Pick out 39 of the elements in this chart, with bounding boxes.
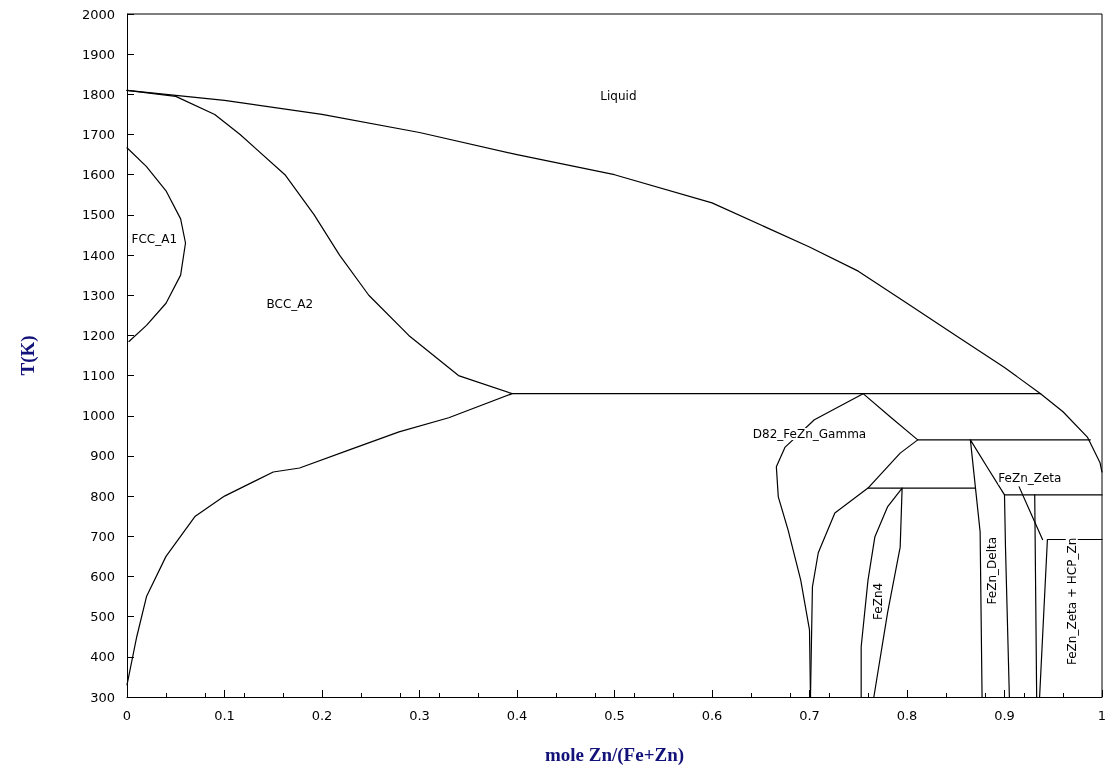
annotation: D82_FeZn_Gamma [752, 427, 867, 442]
y-axis-title: T(K) [17, 335, 39, 376]
x-tick-label: 0.3 [409, 708, 430, 723]
y-tick-label: 1500 [81, 207, 115, 223]
annotation: FeZn_Delta [984, 536, 999, 605]
x-axis-title: mole Zn/(Fe+Zn) [544, 744, 685, 766]
x-tick-label: 0.5 [604, 708, 625, 723]
annotation: FeZn4 [870, 582, 885, 620]
x-tick-label: 0 [122, 708, 132, 723]
annotation: FCC_A1 [131, 232, 178, 247]
x-tick-label: 0.2 [311, 708, 333, 723]
y-tick-label: 400 [90, 649, 115, 665]
y-tick-label: 800 [90, 488, 115, 504]
y-tick-label: 1000 [81, 408, 115, 424]
x-tick-label: 0.8 [896, 708, 918, 723]
annotation: FeZn_Zeta [998, 471, 1062, 486]
y-tick-label: 500 [90, 609, 115, 625]
y-tick-label: 1700 [81, 127, 115, 143]
y-tick-label: 300 [90, 689, 115, 705]
y-tick-label: 1200 [81, 327, 115, 343]
y-tick-label: 900 [90, 448, 115, 464]
x-tick-label: 0.4 [506, 708, 528, 723]
y-tick-label: 1400 [81, 247, 115, 263]
y-tick-label: 700 [90, 528, 115, 544]
annotation: Liquid [600, 88, 637, 103]
annotation: BCC_A2 [266, 297, 314, 312]
x-tick-label: 0.1 [214, 708, 235, 723]
y-tick-label: 1300 [81, 287, 115, 303]
y-tick-label: 1800 [81, 86, 115, 102]
y-tick-label: 600 [90, 568, 115, 584]
y-tick-label: 1900 [81, 46, 115, 62]
y-tick-label: 2000 [81, 6, 115, 22]
annotation: FeZn_Zeta + HCP_Zn [1064, 537, 1079, 666]
x-tick-label: 1 [1097, 708, 1107, 723]
x-tick-label: 0.7 [799, 708, 820, 723]
y-tick-label: 1100 [81, 368, 115, 384]
x-tick-label: 0.6 [701, 708, 723, 723]
x-tick-label: 0.9 [994, 708, 1015, 723]
y-tick-label: 1600 [81, 167, 115, 183]
